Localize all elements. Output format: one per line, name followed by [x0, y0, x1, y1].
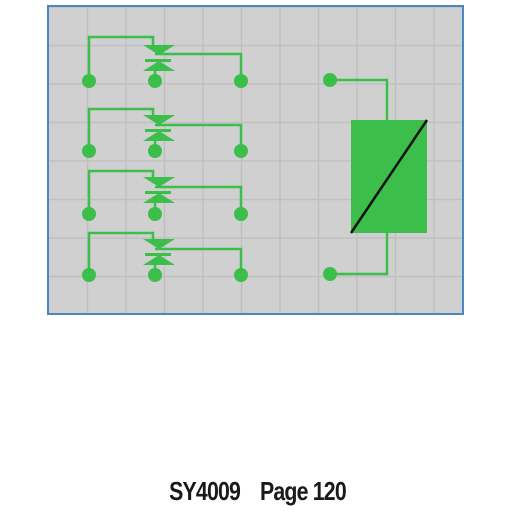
relay-coil [323, 73, 429, 281]
contact-terminal [148, 144, 162, 158]
contact-terminal [82, 74, 96, 88]
changeover-contact-3 [82, 169, 248, 221]
coil-diagonal [349, 119, 429, 234]
relay-diagram-panel [47, 5, 464, 315]
contact-terminal [82, 144, 96, 158]
contact-terminal [148, 207, 162, 221]
contact-terminal [148, 268, 162, 282]
changeover-contact-2 [82, 107, 248, 158]
contact-terminal [82, 207, 96, 221]
contact-terminal [234, 207, 248, 221]
contact-terminal [234, 144, 248, 158]
contact-terminal [82, 268, 96, 282]
coil-terminal [323, 73, 337, 87]
contact-terminal [148, 74, 162, 88]
changeover-contact-4 [82, 231, 248, 282]
relay-schematic [49, 7, 462, 313]
changeover-contact-1 [82, 35, 248, 88]
contact-terminal [234, 268, 248, 282]
product-code: SY4009 [169, 476, 241, 506]
contact-terminal [234, 74, 248, 88]
page-caption: SY4009 Page 120 [46, 476, 468, 507]
page-number: Page 120 [259, 476, 347, 506]
coil-terminal [323, 267, 337, 281]
